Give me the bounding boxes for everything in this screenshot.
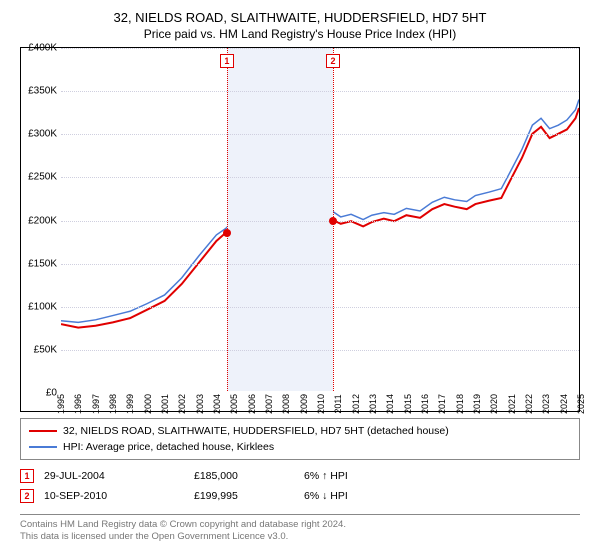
- legend-label: HPI: Average price, detached house, Kirk…: [63, 441, 274, 453]
- y-tick-label: £100K: [21, 301, 57, 312]
- tx-marker-2: 2: [326, 54, 340, 68]
- y-tick-label: £150K: [21, 258, 57, 269]
- tx-row-2: 2 10-SEP-2010 £199,995 6% ↓ HPI: [20, 486, 580, 506]
- footer-line1: Contains HM Land Registry data © Crown c…: [20, 519, 580, 531]
- x-tick-label: 2017: [437, 394, 447, 414]
- line-chart: £0£50K£100K£150K£200K£250K£300K£350K£400…: [20, 47, 580, 412]
- x-tick-label: 2016: [420, 394, 430, 414]
- x-tick-label: 2024: [559, 394, 569, 414]
- tx-marker-2: 2: [20, 489, 34, 503]
- tx-date: 10-SEP-2010: [44, 490, 184, 502]
- chart-title: 32, NIELDS ROAD, SLAITHWAITE, HUDDERSFIE…: [18, 10, 582, 25]
- x-tick-label: 2011: [333, 394, 343, 413]
- tx-price: £199,995: [194, 490, 294, 502]
- y-tick-label: £300K: [21, 129, 57, 140]
- tx-price: £185,000: [194, 470, 294, 482]
- legend-row-hpi: HPI: Average price, detached house, Kirk…: [29, 439, 571, 455]
- y-tick-label: £0: [21, 388, 57, 399]
- legend-row-property: 32, NIELDS ROAD, SLAITHWAITE, HUDDERSFIE…: [29, 423, 571, 439]
- tx-date: 29-JUL-2004: [44, 470, 184, 482]
- tx-row-1: 1 29-JUL-2004 £185,000 6% ↑ HPI: [20, 466, 580, 486]
- x-tick-label: 2008: [281, 394, 291, 414]
- x-tick-label: 2012: [351, 394, 361, 414]
- legend-label: 32, NIELDS ROAD, SLAITHWAITE, HUDDERSFIE…: [63, 425, 449, 437]
- legend-box: 32, NIELDS ROAD, SLAITHWAITE, HUDDERSFIE…: [20, 418, 580, 460]
- x-tick-label: 2010: [316, 394, 326, 414]
- x-tick-label: 2001: [160, 394, 170, 414]
- x-tick-label: 2000: [143, 394, 153, 414]
- footer-line2: This data is licensed under the Open Gov…: [20, 531, 580, 543]
- x-tick-label: 2022: [524, 394, 534, 414]
- tx-marker-1: 1: [220, 54, 234, 68]
- x-tick-label: 2019: [472, 394, 482, 414]
- chart-container: 32, NIELDS ROAD, SLAITHWAITE, HUDDERSFIE…: [0, 0, 600, 560]
- y-tick-label: £50K: [21, 344, 57, 355]
- x-tick-label: 2015: [403, 394, 413, 414]
- y-tick-label: £200K: [21, 215, 57, 226]
- x-tick-label: 1999: [125, 394, 135, 414]
- chart-subtitle: Price paid vs. HM Land Registry's House …: [18, 27, 582, 41]
- x-tick-label: 2020: [489, 394, 499, 414]
- y-tick-label: £350K: [21, 86, 57, 97]
- x-tick-label: 2014: [385, 394, 395, 414]
- legend-swatch: [29, 446, 57, 448]
- plot-area: [61, 48, 579, 391]
- x-tick-label: 2005: [229, 394, 239, 414]
- x-tick-label: 2006: [247, 394, 257, 414]
- x-tick-label: 2009: [299, 394, 309, 414]
- x-tick-label: 2003: [195, 394, 205, 414]
- x-tick-label: 1997: [91, 394, 101, 414]
- x-tick-label: 1995: [56, 394, 66, 414]
- x-tick-label: 1996: [73, 394, 83, 414]
- x-tick-label: 2013: [368, 394, 378, 414]
- x-tick-label: 2002: [177, 394, 187, 414]
- x-tick-label: 2004: [212, 394, 222, 414]
- tx-marker-1: 1: [20, 469, 34, 483]
- y-tick-label: £400K: [21, 43, 57, 54]
- y-tick-label: £250K: [21, 172, 57, 183]
- tx-comp: 6% ↑ HPI: [304, 470, 404, 482]
- transactions-table: 1 29-JUL-2004 £185,000 6% ↑ HPI 2 10-SEP…: [20, 466, 580, 506]
- x-tick-label: 2021: [507, 394, 517, 414]
- x-tick-label: 1998: [108, 394, 118, 414]
- x-tick-label: 2018: [455, 394, 465, 414]
- tx-comp: 6% ↓ HPI: [304, 490, 404, 502]
- x-tick-label: 2023: [541, 394, 551, 414]
- footer-note: Contains HM Land Registry data © Crown c…: [20, 514, 580, 544]
- legend-swatch: [29, 430, 57, 432]
- x-tick-label: 2025: [576, 394, 586, 414]
- x-tick-label: 2007: [264, 394, 274, 414]
